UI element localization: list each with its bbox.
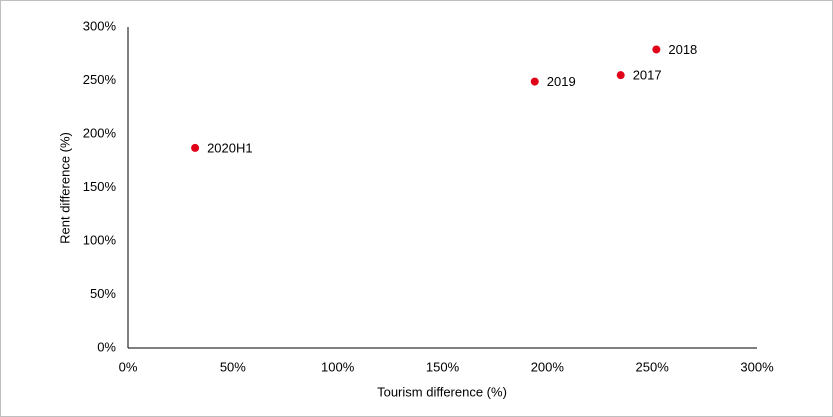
data-label: 2017 (633, 68, 662, 83)
data-point (652, 45, 661, 54)
data-label: 2018 (668, 42, 697, 57)
data-label: 2020H1 (207, 140, 253, 155)
y-axis-label: Rent difference (%) (57, 132, 72, 244)
y-tick-label: 0% (97, 339, 116, 354)
x-tick-label: 50% (220, 359, 246, 374)
x-axis-label: Tourism difference (%) (377, 384, 507, 399)
y-tick-label: 200% (83, 125, 117, 140)
x-tick-label: 300% (740, 359, 774, 374)
data-label: 2019 (547, 74, 576, 89)
data-point (191, 143, 200, 152)
y-tick-label: 100% (83, 232, 117, 247)
y-tick-label: 300% (83, 18, 117, 33)
x-tick-label: 100% (321, 359, 355, 374)
y-tick-label: 150% (83, 179, 117, 194)
x-tick-label: 150% (426, 359, 460, 374)
x-tick-label: 200% (531, 359, 565, 374)
x-tick-label: 250% (636, 359, 670, 374)
data-point (530, 77, 539, 86)
y-tick-label: 50% (90, 286, 116, 301)
x-tick-label: 0% (119, 359, 138, 374)
data-point (616, 71, 625, 80)
y-tick-label: 250% (83, 72, 117, 87)
